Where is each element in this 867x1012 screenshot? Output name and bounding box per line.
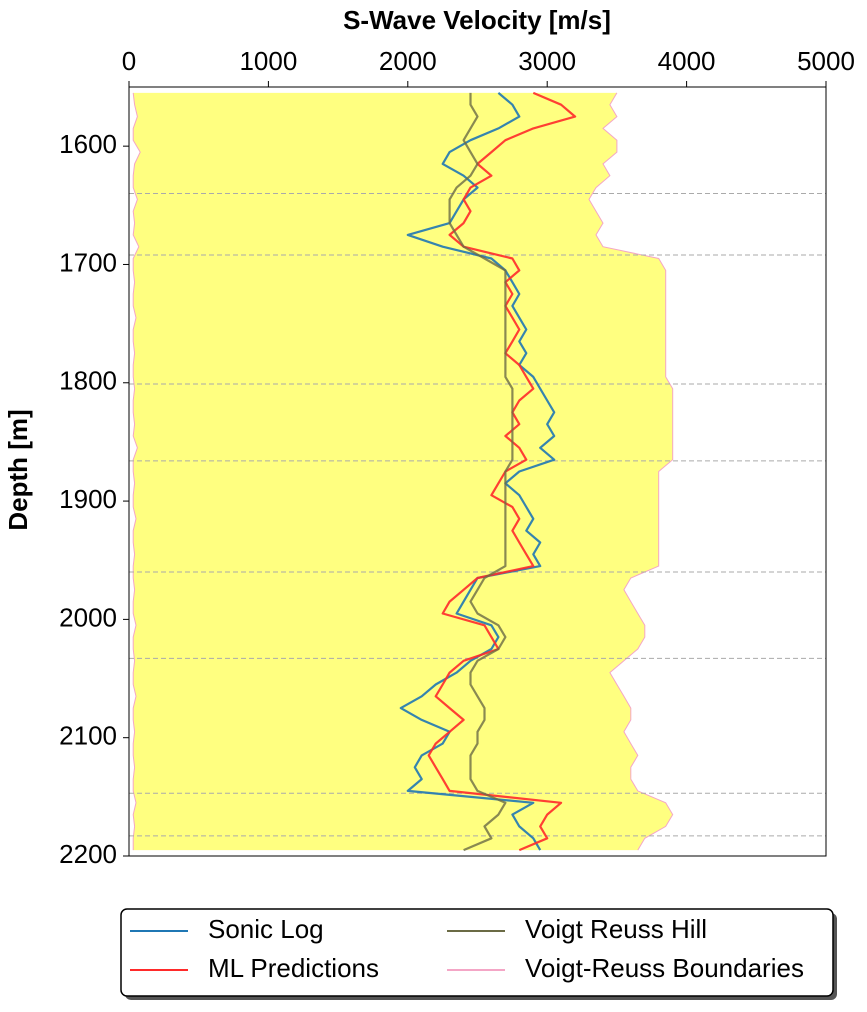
legend-label: Voigt Reuss Hill [525, 914, 707, 944]
y-tick-label: 2000 [59, 602, 117, 632]
x-tick-label: 3000 [518, 46, 576, 76]
chart-title: S-Wave Velocity [m/s] [343, 5, 611, 35]
legend-label: Sonic Log [208, 914, 324, 944]
series-line [448, 92, 514, 852]
series-line [399, 92, 556, 851]
x-tick-label: 5000 [797, 46, 855, 76]
x-tick-label: 0 [122, 46, 136, 76]
x-tick-label: 1000 [239, 46, 297, 76]
boundary-line [588, 92, 674, 851]
y-tick-label: 1900 [59, 484, 117, 514]
plot-frame [128, 86, 827, 857]
boundary-fill [133, 92, 673, 851]
y-tick-label: 1600 [59, 129, 117, 159]
x-tick-label: 2000 [379, 46, 437, 76]
y-tick-label: 1700 [59, 247, 117, 277]
y-tick-label: 2200 [59, 839, 117, 869]
boundary-line [132, 92, 141, 851]
legend-box [120, 908, 834, 997]
legend-label: Voigt-Reuss Boundaries [525, 953, 804, 983]
y-tick-label: 1800 [59, 366, 117, 396]
legend-label: ML Predictions [208, 953, 379, 983]
y-tick-label: 2100 [59, 721, 117, 751]
x-tick-label: 4000 [658, 46, 716, 76]
y-axis-label: Depth [m] [3, 409, 33, 530]
